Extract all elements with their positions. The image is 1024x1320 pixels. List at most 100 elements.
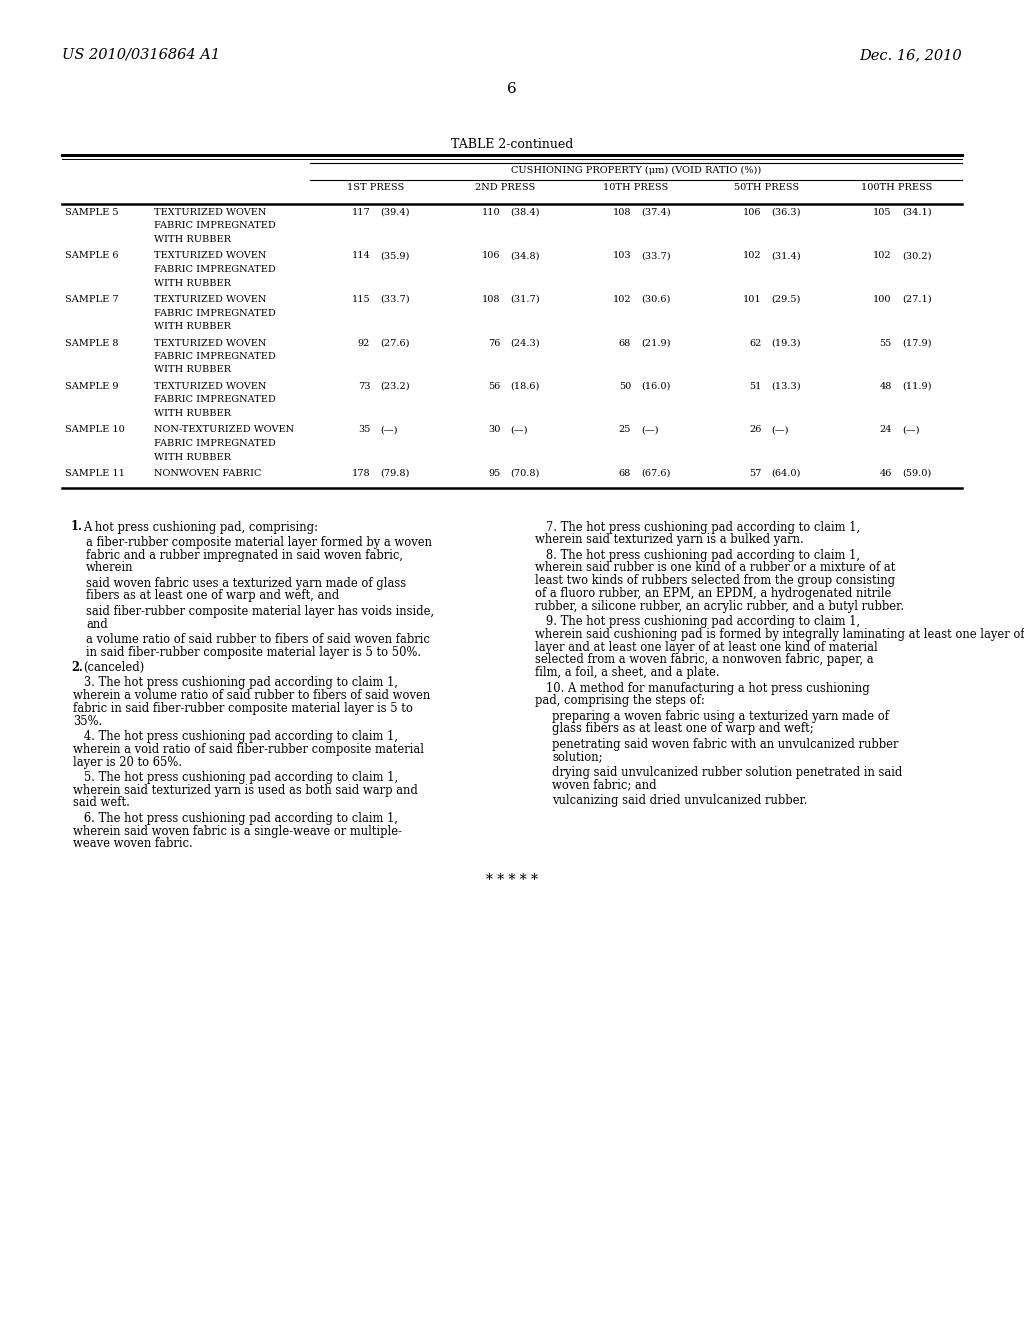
Text: a fiber-rubber composite material layer formed by a woven: a fiber-rubber composite material layer … xyxy=(86,536,432,549)
Text: 106: 106 xyxy=(482,252,501,260)
Text: 101: 101 xyxy=(742,294,762,304)
Text: 68: 68 xyxy=(618,469,631,478)
Text: 100TH PRESS: 100TH PRESS xyxy=(861,183,933,191)
Text: 35: 35 xyxy=(357,425,371,434)
Text: a volume ratio of said rubber to fibers of said woven fabric: a volume ratio of said rubber to fibers … xyxy=(86,632,430,645)
Text: (24.3): (24.3) xyxy=(511,338,541,347)
Text: 115: 115 xyxy=(351,294,371,304)
Text: and: and xyxy=(86,618,108,631)
Text: least two kinds of rubbers selected from the group consisting: least two kinds of rubbers selected from… xyxy=(535,574,895,587)
Text: (70.8): (70.8) xyxy=(511,469,540,478)
Text: (38.4): (38.4) xyxy=(511,209,540,216)
Text: 114: 114 xyxy=(351,252,371,260)
Text: (33.7): (33.7) xyxy=(380,294,410,304)
Text: 102: 102 xyxy=(612,294,631,304)
Text: 117: 117 xyxy=(351,209,371,216)
Text: FABRIC IMPREGNATED: FABRIC IMPREGNATED xyxy=(154,440,275,447)
Text: (34.1): (34.1) xyxy=(902,209,932,216)
Text: SAMPLE 8: SAMPLE 8 xyxy=(65,338,119,347)
Text: 100: 100 xyxy=(873,294,892,304)
Text: (—): (—) xyxy=(641,425,658,434)
Text: (16.0): (16.0) xyxy=(641,381,671,391)
Text: TEXTURIZED WOVEN: TEXTURIZED WOVEN xyxy=(154,338,266,347)
Text: 103: 103 xyxy=(612,252,631,260)
Text: (35.9): (35.9) xyxy=(380,252,410,260)
Text: woven fabric; and: woven fabric; and xyxy=(552,779,656,792)
Text: WITH RUBBER: WITH RUBBER xyxy=(154,322,231,331)
Text: CUSHIONING PROPERTY (μm) (VOID RATIO (%)): CUSHIONING PROPERTY (μm) (VOID RATIO (%)… xyxy=(511,166,761,176)
Text: (27.6): (27.6) xyxy=(380,338,410,347)
Text: 178: 178 xyxy=(351,469,371,478)
Text: said woven fabric uses a texturized yarn made of glass: said woven fabric uses a texturized yarn… xyxy=(86,577,407,590)
Text: (39.4): (39.4) xyxy=(380,209,410,216)
Text: (79.8): (79.8) xyxy=(380,469,410,478)
Text: 57: 57 xyxy=(749,469,762,478)
Text: FABRIC IMPREGNATED: FABRIC IMPREGNATED xyxy=(154,265,275,275)
Text: (—): (—) xyxy=(511,425,528,434)
Text: WITH RUBBER: WITH RUBBER xyxy=(154,453,231,462)
Text: SAMPLE 11: SAMPLE 11 xyxy=(65,469,125,478)
Text: wherein a volume ratio of said rubber to fibers of said woven: wherein a volume ratio of said rubber to… xyxy=(73,689,430,702)
Text: 46: 46 xyxy=(880,469,892,478)
Text: 95: 95 xyxy=(488,469,501,478)
Text: glass fibers as at least one of warp and weft;: glass fibers as at least one of warp and… xyxy=(552,722,814,735)
Text: pad, comprising the steps of:: pad, comprising the steps of: xyxy=(535,694,705,708)
Text: (64.0): (64.0) xyxy=(771,469,801,478)
Text: vulcanizing said dried unvulcanized rubber.: vulcanizing said dried unvulcanized rubb… xyxy=(552,795,808,807)
Text: selected from a woven fabric, a nonwoven fabric, paper, a: selected from a woven fabric, a nonwoven… xyxy=(535,653,873,667)
Text: 26: 26 xyxy=(749,425,762,434)
Text: SAMPLE 9: SAMPLE 9 xyxy=(65,381,119,391)
Text: 6: 6 xyxy=(507,82,517,96)
Text: fabric in said fiber-rubber composite material layer is 5 to: fabric in said fiber-rubber composite ma… xyxy=(73,702,413,715)
Text: (canceled): (canceled) xyxy=(83,661,144,675)
Text: 68: 68 xyxy=(618,338,631,347)
Text: 2ND PRESS: 2ND PRESS xyxy=(475,183,536,191)
Text: 50: 50 xyxy=(618,381,631,391)
Text: (34.8): (34.8) xyxy=(511,252,540,260)
Text: 76: 76 xyxy=(488,338,501,347)
Text: said fiber-rubber composite material layer has voids inside,: said fiber-rubber composite material lay… xyxy=(86,605,434,618)
Text: 102: 102 xyxy=(742,252,762,260)
Text: wherein said woven fabric is a single-weave or multiple-: wherein said woven fabric is a single-we… xyxy=(73,825,402,838)
Text: TABLE 2-continued: TABLE 2-continued xyxy=(451,139,573,150)
Text: 8. The hot press cushioning pad according to claim 1,: 8. The hot press cushioning pad accordin… xyxy=(535,549,860,561)
Text: FABRIC IMPREGNATED: FABRIC IMPREGNATED xyxy=(154,396,275,404)
Text: said weft.: said weft. xyxy=(73,796,130,809)
Text: drying said unvulcanized rubber solution penetrated in said: drying said unvulcanized rubber solution… xyxy=(552,766,902,779)
Text: (—): (—) xyxy=(771,425,788,434)
Text: 105: 105 xyxy=(873,209,892,216)
Text: SAMPLE 6: SAMPLE 6 xyxy=(65,252,119,260)
Text: WITH RUBBER: WITH RUBBER xyxy=(154,235,231,244)
Text: 108: 108 xyxy=(482,294,501,304)
Text: 106: 106 xyxy=(742,209,762,216)
Text: (36.3): (36.3) xyxy=(771,209,801,216)
Text: FABRIC IMPREGNATED: FABRIC IMPREGNATED xyxy=(154,352,275,360)
Text: TEXTURIZED WOVEN: TEXTURIZED WOVEN xyxy=(154,294,266,304)
Text: 62: 62 xyxy=(749,338,762,347)
Text: SAMPLE 5: SAMPLE 5 xyxy=(65,209,119,216)
Text: TEXTURIZED WOVEN: TEXTURIZED WOVEN xyxy=(154,209,266,216)
Text: 1ST PRESS: 1ST PRESS xyxy=(346,183,403,191)
Text: layer and at least one layer of at least one kind of material: layer and at least one layer of at least… xyxy=(535,640,878,653)
Text: NONWOVEN FABRIC: NONWOVEN FABRIC xyxy=(154,469,261,478)
Text: A hot press cushioning pad, comprising:: A hot press cushioning pad, comprising: xyxy=(83,520,318,533)
Text: (18.6): (18.6) xyxy=(511,381,540,391)
Text: 48: 48 xyxy=(880,381,892,391)
Text: * * * * *: * * * * * xyxy=(486,873,538,887)
Text: TEXTURIZED WOVEN: TEXTURIZED WOVEN xyxy=(154,252,266,260)
Text: 9. The hot press cushioning pad according to claim 1,: 9. The hot press cushioning pad accordin… xyxy=(535,615,860,628)
Text: 110: 110 xyxy=(482,209,501,216)
Text: WITH RUBBER: WITH RUBBER xyxy=(154,409,231,418)
Text: (—): (—) xyxy=(902,425,920,434)
Text: WITH RUBBER: WITH RUBBER xyxy=(154,366,231,375)
Text: (13.3): (13.3) xyxy=(771,381,801,391)
Text: 7. The hot press cushioning pad according to claim 1,: 7. The hot press cushioning pad accordin… xyxy=(535,520,860,533)
Text: film, a foil, a sheet, and a plate.: film, a foil, a sheet, and a plate. xyxy=(535,667,720,680)
Text: fabric and a rubber impregnated in said woven fabric,: fabric and a rubber impregnated in said … xyxy=(86,549,403,561)
Text: 10. A method for manufacturing a hot press cushioning: 10. A method for manufacturing a hot pre… xyxy=(535,681,869,694)
Text: rubber, a silicone rubber, an acrylic rubber, and a butyl rubber.: rubber, a silicone rubber, an acrylic ru… xyxy=(535,599,904,612)
Text: SAMPLE 10: SAMPLE 10 xyxy=(65,425,125,434)
Text: wherein said rubber is one kind of a rubber or a mixture of at: wherein said rubber is one kind of a rub… xyxy=(535,561,895,574)
Text: 25: 25 xyxy=(618,425,631,434)
Text: 30: 30 xyxy=(488,425,501,434)
